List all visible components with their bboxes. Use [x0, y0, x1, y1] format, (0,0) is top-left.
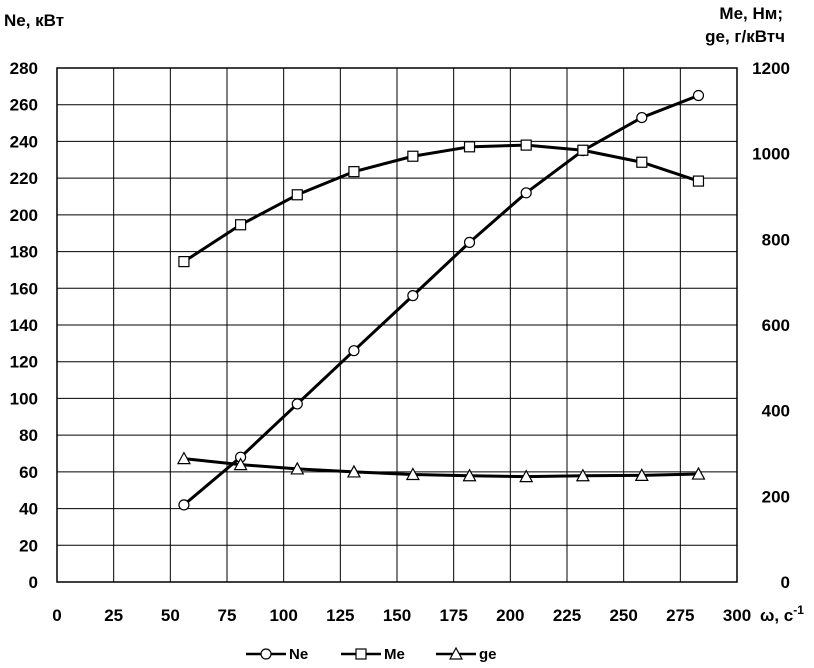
left-y-tick-label: 280 — [10, 59, 38, 78]
right-axis-title-line1: Me, Нм; — [719, 4, 783, 23]
left-y-tick-label: 120 — [10, 353, 38, 372]
tick-labels: 0 25 50 75 100 125 150 175 200 225 250 275 300 0 20 40 6… — [10, 59, 790, 625]
legend-label: ge — [479, 646, 497, 663]
data-point-ge — [233, 457, 248, 471]
data-point-Me — [348, 166, 360, 178]
data-point-Ne — [463, 236, 476, 248]
x-tick-label: 50 — [161, 606, 180, 625]
series-line-Me — [183, 143, 699, 263]
series-Ne — [178, 89, 705, 511]
data-point-Ne — [291, 398, 303, 410]
svg-text:ω, с-1: ω, с-1 — [760, 603, 804, 625]
x-tick-label: 100 — [269, 606, 297, 625]
x-axis-title-superscript: -1 — [793, 603, 804, 617]
left-y-tick-label: 0 — [29, 573, 38, 592]
left-y-tick-label: 240 — [10, 132, 38, 151]
legend-item-Me: Me — [341, 646, 405, 663]
series-Me — [178, 139, 705, 268]
left-y-tick-label: 80 — [19, 426, 38, 445]
left-y-tick-label: 60 — [19, 463, 38, 482]
right-y-tick-label: 0 — [781, 573, 790, 592]
data-point-Me — [577, 144, 589, 156]
right-y-tick-label: 1000 — [752, 145, 790, 164]
data-point-Ne — [636, 111, 648, 124]
right-y-tick-label: 600 — [762, 316, 790, 335]
x-tick-label: 0 — [52, 606, 61, 625]
series-line-Ne — [182, 94, 700, 507]
data-point-ge — [634, 468, 649, 481]
legend-label: Me — [384, 646, 405, 663]
data-point-ge — [462, 468, 477, 482]
data-point-Me — [178, 256, 190, 268]
legend-label: Ne — [289, 646, 308, 663]
data-point-Ne — [407, 290, 419, 302]
legend-marker-Me — [355, 648, 367, 660]
right-axis-title-line2: ge, г/кВтч — [705, 27, 785, 46]
right-y-tick-label: 800 — [762, 230, 790, 249]
x-tick-label: 150 — [383, 606, 411, 625]
data-point-Me — [235, 219, 247, 231]
right-y-tick-label: 200 — [762, 487, 790, 506]
x-axis-title-text: ω, с — [760, 606, 793, 625]
data-point-ge — [290, 461, 305, 475]
data-point-Ne — [520, 187, 532, 199]
x-axis-title: ω, с-1 — [760, 603, 804, 625]
legend-item-Ne: Ne — [246, 646, 308, 663]
data-point-ge — [405, 467, 420, 481]
data-point-Ne — [348, 345, 360, 357]
left-y-tick-label: 140 — [10, 316, 38, 335]
legend-marker-ge — [448, 646, 464, 660]
x-tick-label: 225 — [553, 606, 581, 625]
legend-item-ge: ge — [436, 646, 497, 663]
x-tick-label: 125 — [326, 606, 354, 625]
x-tick-label: 300 — [723, 606, 751, 625]
series-ge — [176, 451, 706, 483]
x-tick-label: 175 — [439, 606, 467, 625]
series-lines — [176, 89, 706, 511]
left-y-tick-label: 180 — [10, 243, 38, 262]
data-point-Ne — [692, 89, 705, 102]
left-y-tick-label: 40 — [19, 500, 38, 519]
right-y-tick-label: 1200 — [752, 59, 790, 78]
x-tick-label: 275 — [666, 606, 694, 625]
legend-marker-Ne — [260, 648, 272, 660]
left-y-tick-label: 160 — [10, 279, 38, 298]
data-point-ge — [691, 466, 706, 480]
x-tick-label: 200 — [496, 606, 524, 625]
plot-frame — [56, 67, 738, 583]
data-point-ge — [176, 451, 191, 465]
x-tick-label: 75 — [218, 606, 237, 625]
data-point-Me — [463, 141, 476, 153]
x-tick-label: 25 — [104, 606, 123, 625]
data-point-Ne — [178, 499, 190, 511]
data-point-ge — [519, 469, 534, 483]
x-tick-label: 250 — [609, 606, 637, 625]
left-axis-title: Ne, кВт — [4, 11, 64, 30]
series-line-ge — [183, 457, 699, 479]
left-y-tick-label: 200 — [10, 206, 38, 225]
legend: Ne Me ge — [246, 646, 497, 663]
data-point-Me — [520, 139, 532, 151]
data-point-Me — [692, 175, 705, 187]
left-y-tick-label: 220 — [10, 169, 38, 188]
data-point-ge — [346, 464, 361, 478]
grid-lines — [57, 68, 737, 582]
right-y-tick-label: 400 — [762, 402, 790, 421]
left-y-tick-label: 260 — [10, 96, 38, 115]
left-y-tick-label: 100 — [10, 389, 38, 408]
data-point-Me — [291, 189, 303, 201]
data-point-Me — [407, 150, 419, 162]
data-point-Me — [636, 156, 648, 168]
data-point-ge — [575, 468, 590, 482]
left-y-tick-label: 20 — [19, 536, 38, 555]
